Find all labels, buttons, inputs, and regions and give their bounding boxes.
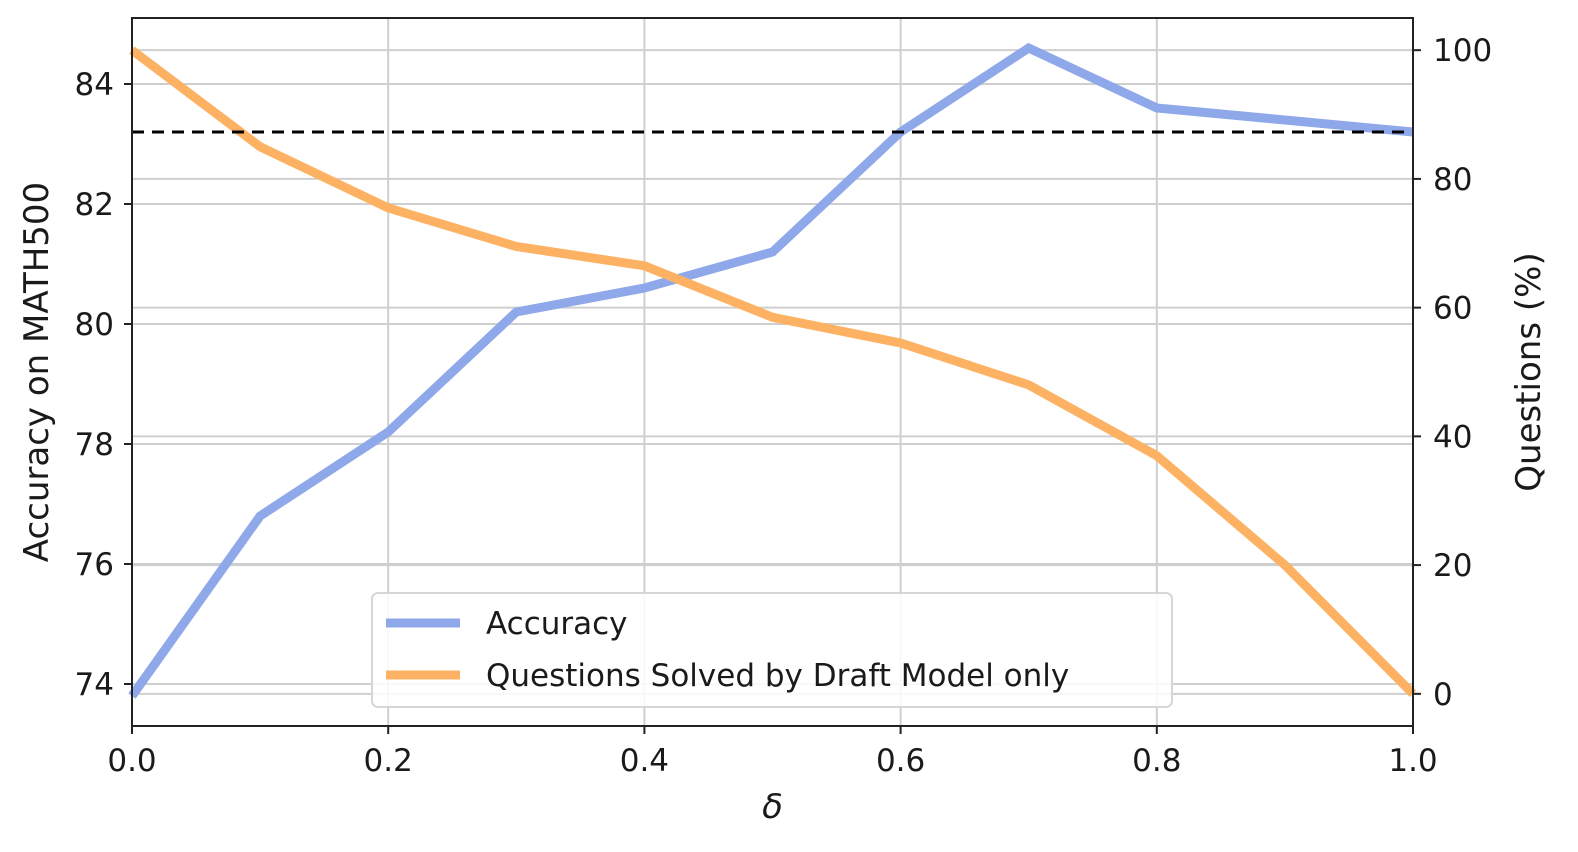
x-tick-label: 0.2 (364, 743, 413, 779)
y-right-tick-label: 40 (1433, 419, 1472, 455)
x-tick-label: 0.8 (1132, 743, 1181, 779)
y-right-tick-label: 100 (1433, 33, 1492, 69)
plot-frame (131, 17, 1414, 727)
y-left-tick-label: 80 (75, 307, 114, 343)
y-left-tick-label: 74 (75, 667, 114, 703)
y-right-tick-label: 0 (1433, 677, 1453, 713)
y-right-tick-label: 20 (1433, 548, 1472, 584)
x-axis-label: δ (762, 787, 783, 827)
y-left-tick-label: 82 (75, 187, 114, 223)
y-right-tick-label: 60 (1433, 291, 1472, 327)
legend-label-1: Questions Solved by Draft Model only (486, 658, 1069, 694)
y-left-tick-label: 78 (75, 427, 114, 463)
y-left-tick-label: 84 (75, 67, 114, 103)
series-line-1 (129, 46, 1417, 697)
legend: Accuracy Questions Solved by Draft Model … (371, 592, 1173, 708)
legend-label-0: Accuracy (486, 606, 628, 642)
y-right-tick-label: 80 (1433, 162, 1472, 198)
x-tick-label: 1.0 (1388, 743, 1437, 779)
y-left-tick-label: 76 (75, 547, 114, 583)
series-layer (128, 42, 1417, 699)
x-tick-label: 0.0 (107, 743, 156, 779)
x-tick-label: 0.6 (876, 743, 925, 779)
x-tick-label: 0.4 (620, 743, 669, 779)
series-line-0 (128, 42, 1414, 699)
y-axis-right-label: Questions (%) (1509, 252, 1549, 491)
ticks: 0.0 0.2 0.4 0.6 0.8 1.0 74 76 78 80 82 84 0 20 40 60 80 1… (75, 33, 1493, 779)
legend-box (371, 592, 1173, 708)
y-axis-left-label: Accuracy on MATH500 (17, 182, 57, 562)
